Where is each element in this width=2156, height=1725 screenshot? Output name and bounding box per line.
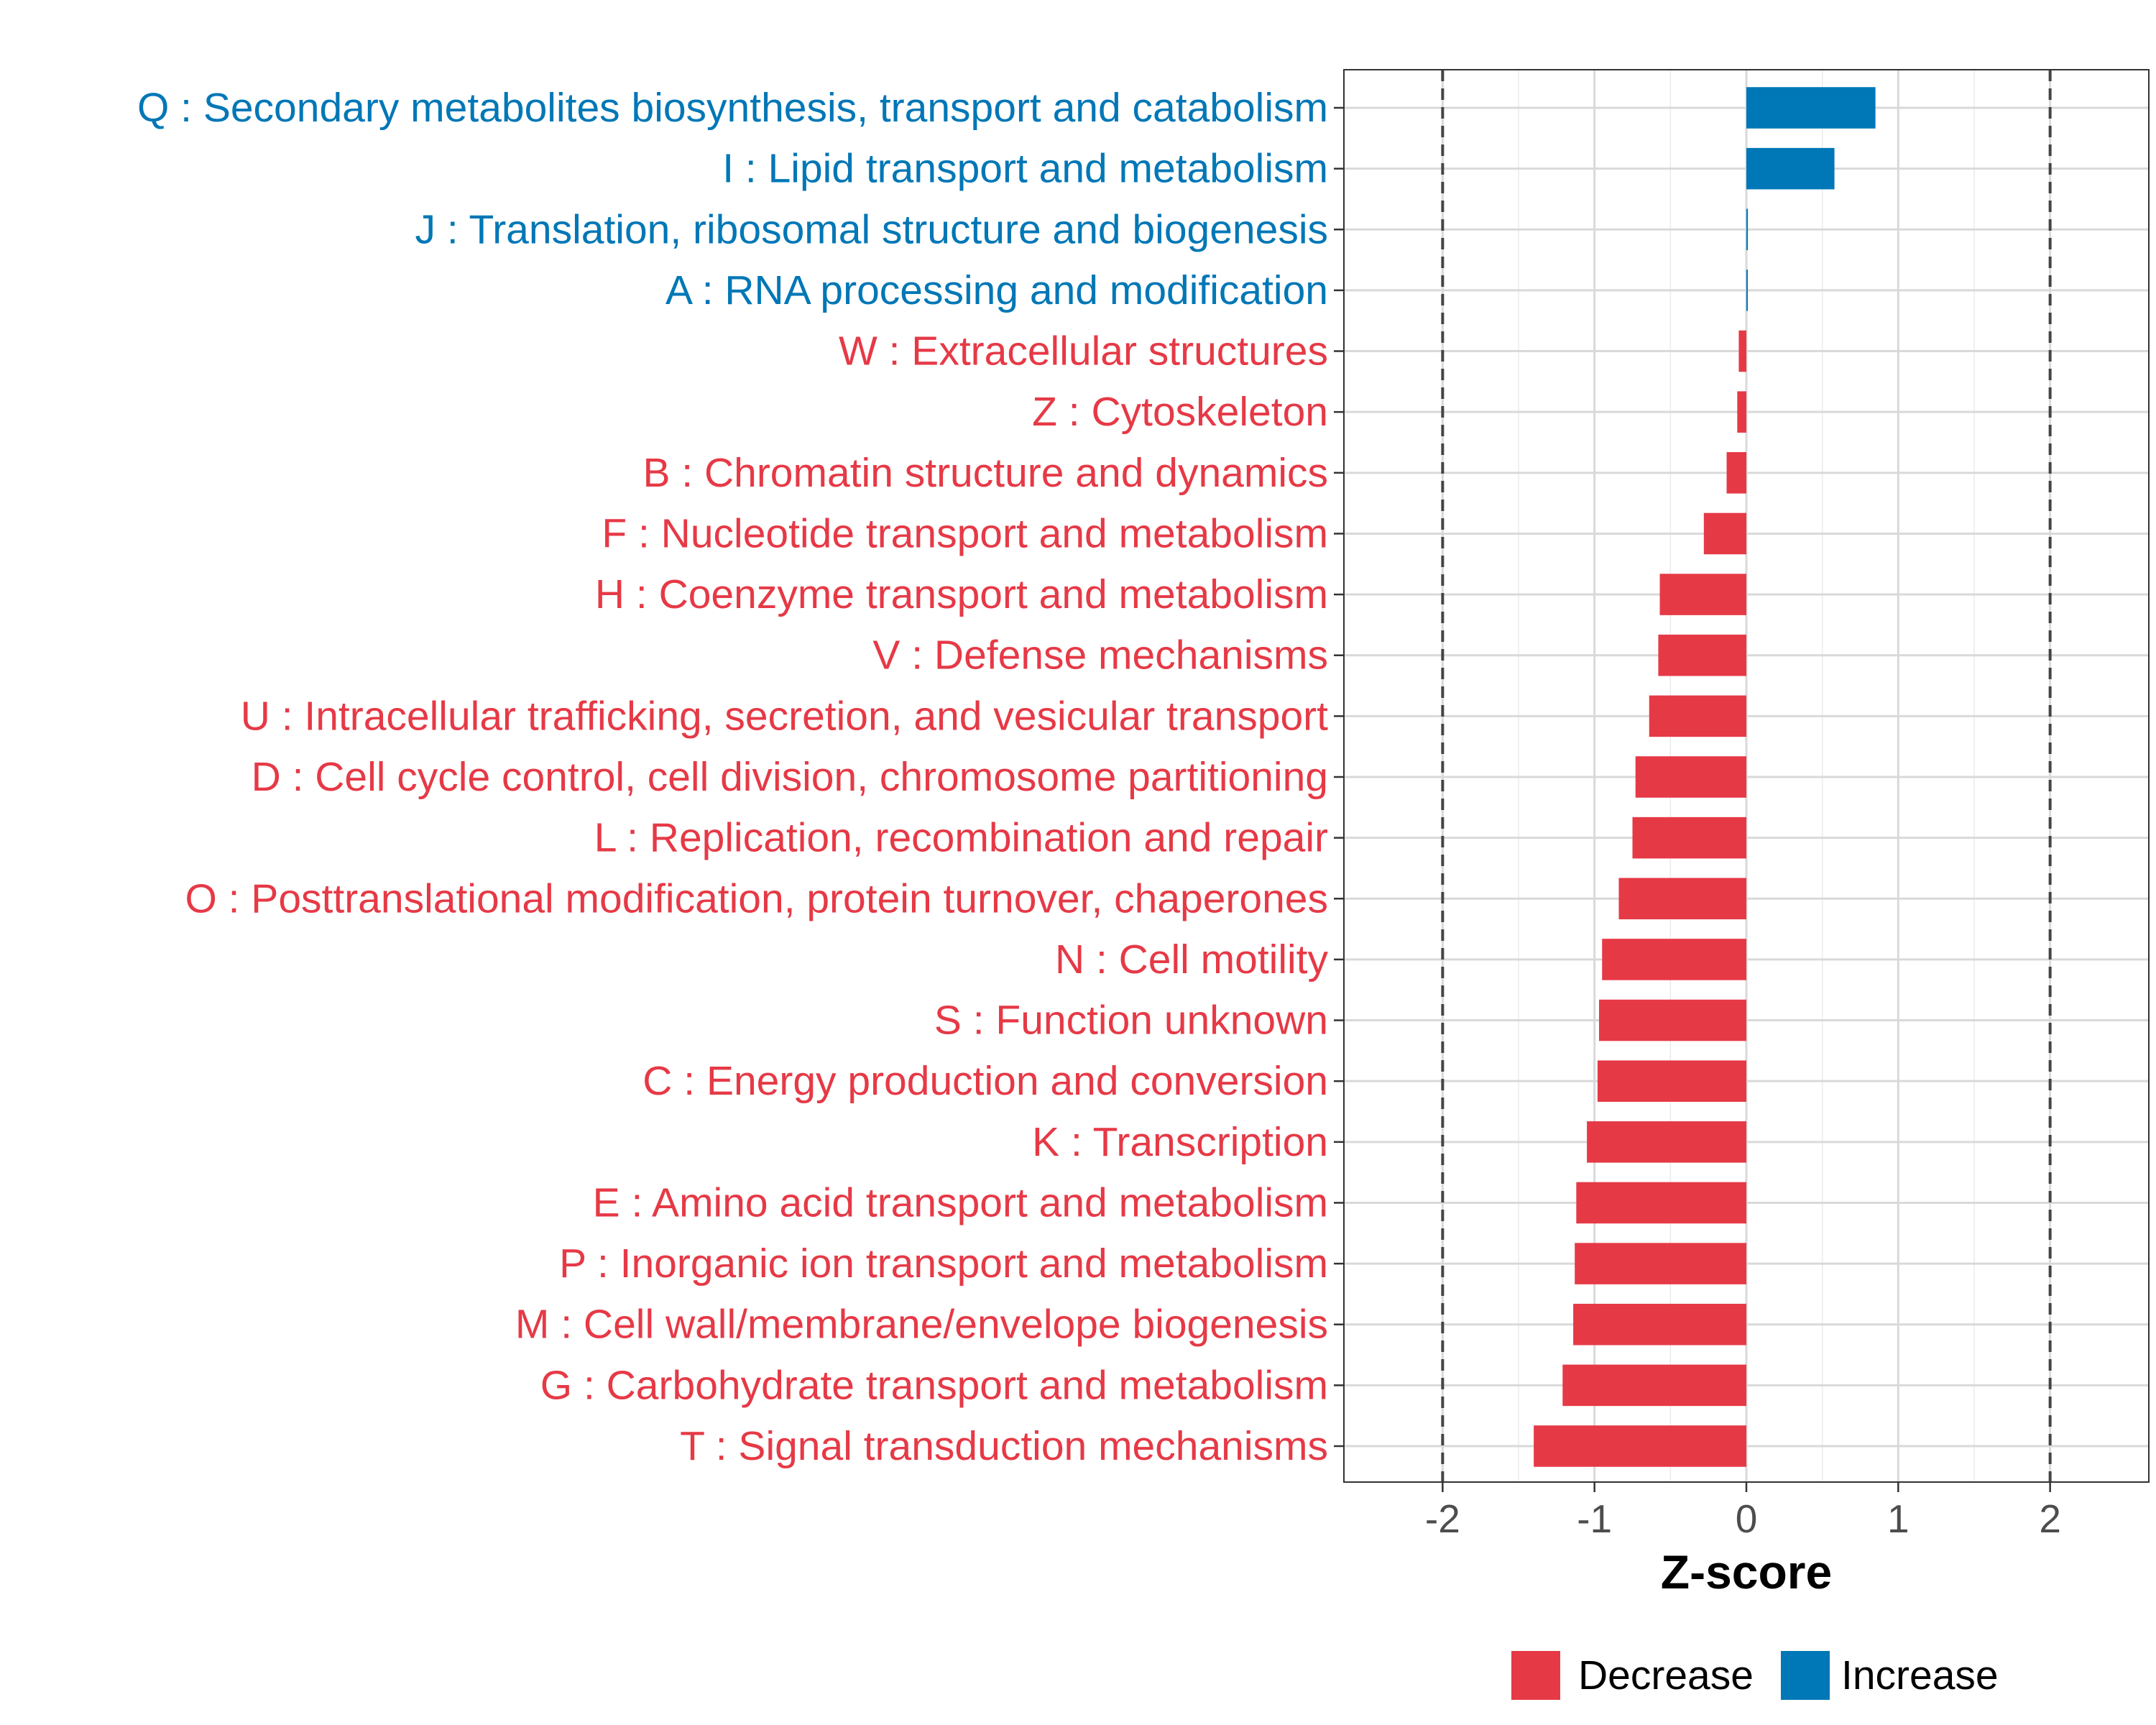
bar	[1658, 634, 1746, 676]
category-label: Q : Secondary metabolites biosynthesis, …	[137, 85, 1328, 131]
x-tick-label: -2	[1425, 1496, 1460, 1541]
legend-key-decrease	[1511, 1651, 1560, 1700]
x-tick-label: 1	[1887, 1496, 1909, 1541]
category-label: U : Intracellular trafficking, secretion…	[241, 693, 1328, 739]
category-label: N : Cell motility	[1055, 937, 1329, 983]
bar	[1746, 147, 1835, 190]
category-label: K : Transcription	[1032, 1119, 1328, 1165]
bar	[1602, 939, 1746, 980]
bar	[1575, 1243, 1746, 1284]
bar	[1726, 452, 1746, 494]
bar	[1599, 999, 1746, 1041]
bar	[1703, 512, 1746, 555]
bar	[1576, 1182, 1746, 1224]
legend-key-increase	[1781, 1651, 1830, 1700]
category-label: M : Cell wall/membrane/envelope biogenes…	[515, 1302, 1328, 1348]
x-axis-ticks: -2 -1 0 1 2	[1425, 1482, 2061, 1541]
category-labels: Q : Secondary metabolites biosynthesis, …	[137, 85, 1329, 1469]
x-tick-label: 2	[2039, 1496, 2061, 1541]
bar	[1562, 1364, 1746, 1407]
legend-label-increase: Increase	[1841, 1652, 1999, 1698]
bar	[1573, 1303, 1746, 1346]
category-label: S : Function unknown	[934, 998, 1328, 1044]
bar	[1746, 270, 1748, 311]
bar	[1534, 1425, 1746, 1467]
category-label: G : Carbohydrate transport and metabolis…	[540, 1362, 1328, 1408]
bar	[1659, 574, 1746, 615]
bar	[1632, 816, 1746, 859]
reference-lines	[1441, 70, 2052, 1482]
category-label: O : Posttranslational modification, prot…	[185, 875, 1328, 921]
category-label: Z : Cytoskeleton	[1032, 389, 1328, 435]
bar	[1737, 391, 1746, 433]
category-label: A : RNA processing and modification	[665, 267, 1328, 313]
category-label: V : Defense mechanisms	[872, 632, 1328, 678]
bars	[1534, 87, 1876, 1467]
category-label: T : Signal transduction mechanisms	[680, 1423, 1328, 1469]
x-tick-label: -1	[1577, 1496, 1612, 1541]
category-label: F : Nucleotide transport and metabolism	[602, 510, 1328, 556]
bar	[1738, 330, 1746, 372]
category-label: J : Translation, ribosomal structure and…	[415, 206, 1328, 252]
y-axis-ticks	[1334, 106, 1344, 1448]
x-axis-title: Z-score	[1661, 1545, 1832, 1598]
legend: Decrease Increase	[1511, 1651, 1999, 1700]
category-label: H : Coenzyme transport and metabolism	[595, 571, 1328, 617]
x-tick-label: 0	[1736, 1496, 1758, 1541]
category-label: L : Replication, recombination and repai…	[594, 815, 1328, 861]
bar	[1587, 1121, 1746, 1163]
legend-label-decrease: Decrease	[1578, 1652, 1754, 1698]
category-label: W : Extracellular structures	[839, 328, 1328, 374]
category-label: C : Energy production and conversion	[642, 1058, 1328, 1104]
bar	[1746, 208, 1749, 251]
category-label: I : Lipid transport and metabolism	[722, 146, 1328, 192]
category-label: P : Inorganic ion transport and metaboli…	[559, 1241, 1328, 1287]
bar	[1618, 878, 1746, 920]
bar	[1635, 756, 1746, 798]
category-label: B : Chromatin structure and dynamics	[642, 450, 1328, 496]
category-label: D : Cell cycle control, cell division, c…	[252, 754, 1328, 800]
category-label: E : Amino acid transport and metabolism	[593, 1179, 1328, 1225]
bar	[1597, 1060, 1746, 1102]
bar	[1746, 87, 1876, 129]
bar	[1649, 695, 1746, 737]
